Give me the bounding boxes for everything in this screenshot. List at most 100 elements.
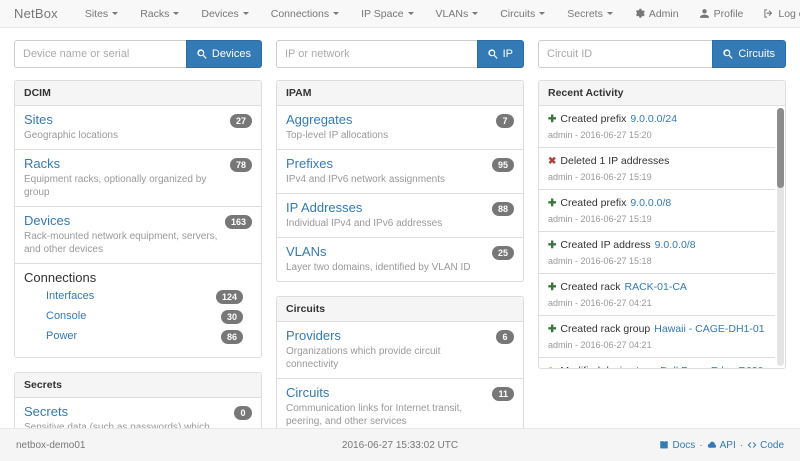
link-providers[interactable]: Providers bbox=[286, 328, 341, 343]
activity-link[interactable]: 9.0.0.0/8 bbox=[654, 239, 696, 251]
circuit-search-input[interactable] bbox=[538, 40, 713, 68]
chevron-down-icon bbox=[407, 12, 414, 16]
list-item[interactable]: ✎ Modified device type Dell PowerEdge R6… bbox=[539, 358, 775, 368]
column-right: Recent Activity ✚ Created prefix 9.0.0.0… bbox=[538, 80, 786, 383]
code-icon bbox=[747, 442, 757, 448]
activity-link[interactable]: 9.0.0.0/24 bbox=[630, 113, 678, 125]
activity-text: Created prefix bbox=[560, 113, 627, 125]
activity-link[interactable]: Hawaii - CAGE-DH1-01 bbox=[654, 323, 765, 335]
activity-line: ✚ Created rack group Hawaii - CAGE-DH1-0… bbox=[548, 322, 766, 337]
search-icon bbox=[487, 48, 498, 59]
list-item[interactable]: ✚ Created prefix 9.0.0.0/24 admin - 2016… bbox=[539, 106, 775, 148]
circuit-search-button-label: Circuits bbox=[738, 48, 775, 60]
list-item[interactable]: ✚ Created rack RACK-01-CA admin - 2016-0… bbox=[539, 274, 775, 316]
nav-item-secrets[interactable]: Secrets bbox=[556, 2, 624, 26]
brand-netbox[interactable]: NetBox bbox=[14, 6, 58, 21]
nav-item-connections[interactable]: Connections bbox=[260, 2, 350, 26]
device-search-input[interactable] bbox=[14, 40, 186, 68]
footer-link-docs[interactable]: Docs bbox=[659, 440, 695, 451]
list-item[interactable]: ✚ Created prefix 9.0.0.0/8 admin - 2016-… bbox=[539, 190, 775, 232]
nav-item-circuits[interactable]: Circuits bbox=[489, 2, 556, 26]
nav-item-sites[interactable]: Sites bbox=[74, 2, 129, 26]
list-item[interactable]: Interfaces 124 bbox=[24, 286, 252, 306]
book-icon bbox=[660, 441, 669, 449]
list-item[interactable]: VLANs 25 Layer two domains, identified b… bbox=[277, 238, 523, 281]
link-vlans[interactable]: VLANs bbox=[286, 244, 327, 259]
nav-item-devices[interactable]: Devices bbox=[190, 2, 259, 26]
x-icon: ✖ bbox=[548, 156, 557, 167]
panel-circuits-heading: Circuits bbox=[277, 297, 523, 322]
list-item[interactable]: ✚ Created IP address 9.0.0.0/8 admin - 2… bbox=[539, 232, 775, 274]
nav-item-profile[interactable]: Profile bbox=[689, 2, 754, 26]
nav-item-vlans[interactable]: VLANs bbox=[425, 2, 490, 26]
scrollbar[interactable] bbox=[777, 108, 784, 366]
panel-activity-heading: Recent Activity bbox=[539, 81, 785, 106]
link-racks[interactable]: Racks bbox=[24, 156, 61, 171]
chevron-down-icon bbox=[242, 12, 249, 16]
footer-link-code[interactable]: Code bbox=[747, 440, 784, 451]
link-devices[interactable]: Devices bbox=[24, 213, 71, 228]
link-power[interactable]: Power bbox=[46, 330, 78, 342]
status-badge: 0 bbox=[234, 406, 252, 420]
status-badge: 88 bbox=[491, 202, 514, 216]
footer-link-api[interactable]: API bbox=[707, 440, 736, 451]
list-item[interactable]: Devices 163 Rack-mounted network equipme… bbox=[15, 207, 261, 264]
list-item-desc: Top-level IP allocations bbox=[286, 130, 389, 141]
list-item[interactable]: Aggregates 7 Top-level IP allocations bbox=[277, 106, 523, 150]
nav-item-logout[interactable]: Log out bbox=[753, 2, 800, 26]
panel-ipam-heading: IPAM bbox=[277, 81, 523, 106]
status-badge: 163 bbox=[224, 215, 252, 229]
scrollbar-thumb[interactable] bbox=[777, 108, 784, 188]
plus-icon: ✚ bbox=[548, 324, 557, 335]
nav-label: Connections bbox=[270, 7, 330, 20]
plus-icon: ✚ bbox=[548, 114, 557, 125]
nav-label: Log out bbox=[778, 7, 800, 20]
circuit-search-button[interactable]: Circuits bbox=[712, 40, 786, 68]
list-item[interactable]: Sites 27 Geographic locations bbox=[15, 106, 261, 150]
list-item[interactable]: ✖ Deleted 1 IP addresses admin - 2016-06… bbox=[539, 148, 775, 190]
list-item-desc: Geographic locations bbox=[24, 130, 118, 141]
link-ip-addresses[interactable]: IP Addresses bbox=[286, 200, 363, 215]
chevron-down-icon bbox=[112, 12, 119, 16]
link-console[interactable]: Console bbox=[46, 310, 87, 322]
list-item[interactable]: Circuits 11 Communication links for Inte… bbox=[277, 379, 523, 435]
plus-icon: ✚ bbox=[548, 240, 557, 251]
list-item[interactable]: Console 30 bbox=[24, 306, 252, 326]
device-search-group: Devices bbox=[14, 40, 262, 68]
activity-line: ✚ Created prefix 9.0.0.0/8 bbox=[548, 196, 766, 211]
activity-link[interactable]: RACK-01-CA bbox=[624, 281, 687, 293]
activity-meta: admin - 2016-06-27 04:21 bbox=[548, 298, 652, 308]
link-secrets[interactable]: Secrets bbox=[24, 404, 69, 419]
list-item-desc: Layer two domains, identified by VLAN ID bbox=[286, 262, 471, 273]
activity-meta: admin - 2016-06-27 15:20 bbox=[548, 130, 652, 140]
nav-item-racks[interactable]: Racks bbox=[129, 2, 190, 26]
link-aggregates[interactable]: Aggregates bbox=[286, 112, 353, 127]
ip-search-button[interactable]: IP bbox=[476, 40, 524, 68]
nav-right-items: Admin Profile Log out bbox=[624, 2, 800, 26]
activity-meta: admin - 2016-06-27 15:19 bbox=[548, 214, 652, 224]
activity-link[interactable]: 9.0.0.0/8 bbox=[630, 197, 672, 209]
ip-search-input[interactable] bbox=[276, 40, 477, 68]
nav-item-ip-space[interactable]: IP Space bbox=[350, 2, 424, 26]
list-item[interactable]: Prefixes 95 IPv4 and IPv6 network assign… bbox=[277, 150, 523, 194]
footer-links: Docs · API · Code bbox=[458, 440, 784, 451]
logout-icon bbox=[764, 9, 773, 18]
nav-item-admin[interactable]: Admin bbox=[624, 2, 689, 26]
activity-scroll-region: ✚ Created prefix 9.0.0.0/24 admin - 2016… bbox=[539, 106, 785, 368]
device-search-button[interactable]: Devices bbox=[185, 40, 262, 68]
panel-circuits-body: Providers 6 Organizations which provide … bbox=[277, 322, 523, 435]
link-sites[interactable]: Sites bbox=[24, 112, 53, 127]
list-item[interactable]: ✚ Created rack group Hawaii - CAGE-DH1-0… bbox=[539, 316, 775, 358]
activity-text: Created rack bbox=[560, 281, 621, 293]
link-interfaces[interactable]: Interfaces bbox=[46, 290, 95, 302]
list-item[interactable]: Power 86 bbox=[24, 326, 252, 346]
activity-link[interactable]: Dell PowerEdge R630 bbox=[660, 364, 763, 368]
list-item-desc: Individual IPv4 and IPv6 addresses bbox=[286, 218, 443, 229]
link-circuits[interactable]: Circuits bbox=[286, 385, 330, 400]
link-prefixes[interactable]: Prefixes bbox=[286, 156, 333, 171]
list-item[interactable]: IP Addresses 88 Individual IPv4 and IPv6… bbox=[277, 194, 523, 238]
circuit-search-group: Circuits bbox=[538, 40, 786, 68]
list-item[interactable]: Racks 78 Equipment racks, optionally org… bbox=[15, 150, 261, 207]
list-item[interactable]: Providers 6 Organizations which provide … bbox=[277, 322, 523, 379]
activity-line: ✚ Created rack RACK-01-CA bbox=[548, 280, 766, 295]
